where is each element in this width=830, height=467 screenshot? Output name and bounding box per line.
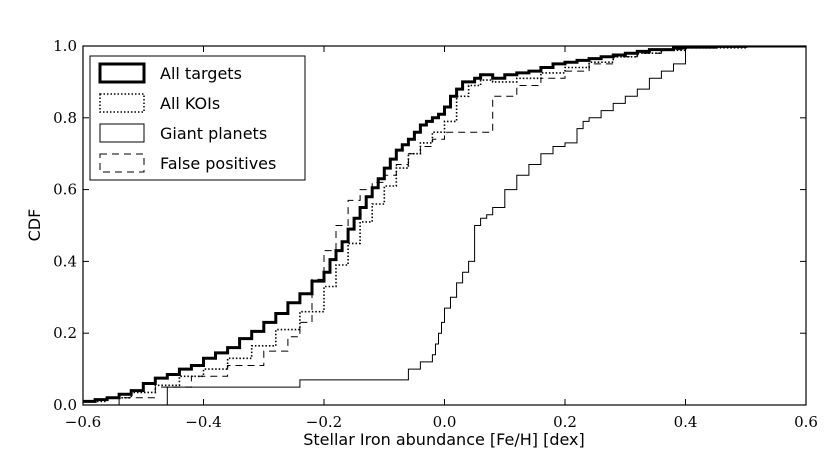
y-tick-label: 1.0 [53,37,77,55]
legend-label-false-positives: False positives [160,154,276,173]
series-layer [83,46,806,405]
x-tick-label: 0.6 [794,413,818,431]
x-tick-label: 0.4 [674,413,698,431]
series-line-all-targets [83,46,806,403]
y-tick-label: 0.6 [53,181,77,199]
x-tick-label: 0.2 [553,413,577,431]
y-tick-label: 0.0 [53,396,77,414]
legend-label-all-targets: All targets [160,64,242,83]
x-tick-label: −0.4 [185,413,221,431]
x-axis-title: Stellar Iron abundance [Fe/H] [dex] [303,430,585,449]
tick-labels-layer: −0.6 −0.4 −0.2 0.0 0.2 0.4 0.6 0.0 0.2 0.4 0.6 0.8 1… [53,37,818,431]
y-axis-title: CDF [25,209,44,242]
legend: All targets All KOIs Giant planets False… [89,55,306,181]
x-tick-label: −0.6 [65,413,101,431]
ticks-layer [82,45,807,406]
y-tick-label: 0.4 [53,252,77,270]
series-line-all-kois [83,46,806,403]
legend-swatch-all-targets [98,62,146,84]
legend-swatch-false-positives [99,153,145,173]
legend-swatch-giant-planets [99,123,145,143]
legend-label-all-kois: All KOIs [160,94,220,113]
y-tick-label: 0.8 [53,109,77,127]
y-tick-label: 0.2 [53,324,77,342]
legend-swatch-all-kois [99,93,145,113]
x-tick-label: −0.2 [306,413,342,431]
series-line-giant-planets [83,46,806,405]
series-line-false-positives [83,46,806,405]
legend-label-giant-planets: Giant planets [160,124,267,143]
legend-frame [89,55,306,181]
x-tick-label: 0.0 [433,413,457,431]
